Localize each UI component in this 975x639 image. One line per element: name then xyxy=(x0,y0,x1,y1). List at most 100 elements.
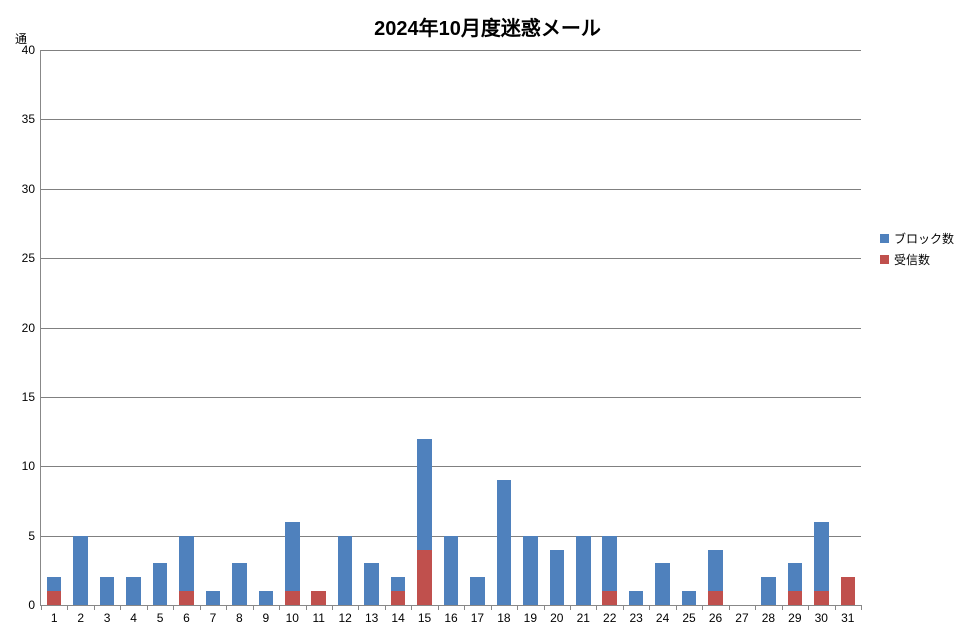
bar-group xyxy=(788,563,803,605)
bar-segment xyxy=(655,563,670,605)
x-tick-label: 19 xyxy=(524,605,537,625)
y-tick-label: 5 xyxy=(28,529,41,543)
x-tick-mark xyxy=(147,605,148,610)
bar-segment xyxy=(126,577,141,605)
chart-title: 2024年10月度迷惑メール xyxy=(0,12,975,41)
bar-segment xyxy=(602,536,617,592)
bar-group xyxy=(126,577,141,605)
bar-segment xyxy=(179,591,194,605)
legend-swatch xyxy=(880,255,889,264)
x-tick-mark xyxy=(755,605,756,610)
x-tick-label: 18 xyxy=(497,605,510,625)
y-tick-label: 35 xyxy=(22,112,41,126)
bar-segment xyxy=(523,536,538,605)
bar-segment xyxy=(364,563,379,605)
y-tick-label: 20 xyxy=(22,321,41,335)
bar-segment xyxy=(444,536,459,605)
bar-segment xyxy=(682,591,697,605)
x-tick-mark xyxy=(649,605,650,610)
bar-group xyxy=(814,522,829,605)
x-tick-mark xyxy=(623,605,624,610)
x-tick-label: 7 xyxy=(210,605,217,625)
x-tick-label: 31 xyxy=(841,605,854,625)
bar-group xyxy=(602,536,617,605)
bar-group xyxy=(206,591,221,605)
x-tick-mark xyxy=(41,605,42,610)
x-tick-mark xyxy=(332,605,333,610)
x-tick-mark xyxy=(702,605,703,610)
bar-segment xyxy=(576,536,591,605)
gridline xyxy=(41,466,861,467)
bar-segment xyxy=(497,480,512,605)
bar-segment xyxy=(259,591,274,605)
y-tick-label: 0 xyxy=(28,598,41,612)
bar-group xyxy=(259,591,274,605)
bar-group xyxy=(232,563,247,605)
bar-group xyxy=(311,591,326,605)
x-tick-label: 3 xyxy=(104,605,111,625)
x-tick-mark xyxy=(835,605,836,610)
bar-group xyxy=(629,591,644,605)
bar-segment xyxy=(708,591,723,605)
x-tick-label: 13 xyxy=(365,605,378,625)
bar-group xyxy=(285,522,300,605)
bar-segment xyxy=(629,591,644,605)
gridline xyxy=(41,397,861,398)
x-tick-mark xyxy=(438,605,439,610)
bar-group xyxy=(761,577,776,605)
bar-group xyxy=(47,577,62,605)
x-tick-label: 5 xyxy=(157,605,164,625)
bar-segment xyxy=(788,563,803,591)
x-tick-label: 16 xyxy=(444,605,457,625)
x-tick-label: 20 xyxy=(550,605,563,625)
x-tick-label: 12 xyxy=(339,605,352,625)
bar-group xyxy=(153,563,168,605)
bar-segment xyxy=(417,439,432,550)
x-tick-mark xyxy=(570,605,571,610)
x-tick-label: 11 xyxy=(313,605,325,625)
x-tick-mark xyxy=(306,605,307,610)
bar-group xyxy=(179,536,194,605)
x-tick-mark xyxy=(808,605,809,610)
x-tick-mark xyxy=(94,605,95,610)
bar-group xyxy=(73,536,88,605)
legend-item: 受信数 xyxy=(880,251,954,268)
x-tick-mark xyxy=(253,605,254,610)
x-tick-label: 22 xyxy=(603,605,616,625)
bar-group xyxy=(708,550,723,606)
legend-item: ブロック数 xyxy=(880,230,954,247)
legend-label: ブロック数 xyxy=(894,230,954,247)
x-tick-label: 25 xyxy=(682,605,695,625)
y-tick-label: 15 xyxy=(22,390,41,404)
bar-group xyxy=(523,536,538,605)
gridline xyxy=(41,328,861,329)
x-tick-mark xyxy=(279,605,280,610)
bar-group xyxy=(444,536,459,605)
bar-group xyxy=(841,577,856,605)
bar-group xyxy=(655,563,670,605)
bar-group xyxy=(576,536,591,605)
legend: ブロック数受信数 xyxy=(880,230,954,272)
y-tick-label: 10 xyxy=(22,459,41,473)
x-tick-label: 14 xyxy=(391,605,404,625)
x-tick-mark xyxy=(596,605,597,610)
x-tick-mark xyxy=(67,605,68,610)
chart-container: 2024年10月度迷惑メール 通 05101520253035401234567… xyxy=(0,0,975,639)
bar-segment xyxy=(550,550,565,606)
x-tick-mark xyxy=(544,605,545,610)
bar-segment xyxy=(602,591,617,605)
x-tick-mark xyxy=(782,605,783,610)
bar-segment xyxy=(285,522,300,591)
x-tick-mark xyxy=(411,605,412,610)
bar-segment xyxy=(708,550,723,592)
bar-segment xyxy=(285,591,300,605)
gridline xyxy=(41,50,861,51)
x-tick-mark xyxy=(464,605,465,610)
x-tick-mark xyxy=(226,605,227,610)
legend-label: 受信数 xyxy=(894,251,930,268)
x-tick-label: 15 xyxy=(418,605,431,625)
x-tick-label: 17 xyxy=(471,605,484,625)
bar-segment xyxy=(179,536,194,592)
bar-group xyxy=(391,577,406,605)
bar-group xyxy=(550,550,565,606)
